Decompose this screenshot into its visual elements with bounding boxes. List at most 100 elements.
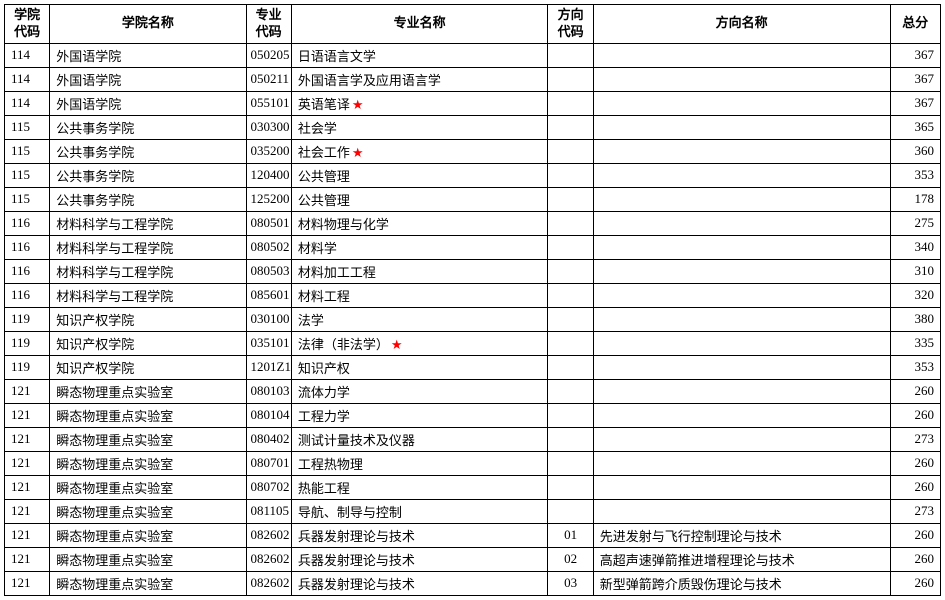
cell-major-code: 080501 (246, 211, 291, 235)
cell-dir-code: 03 (548, 571, 593, 595)
table-row: 121瞬态物理重点实验室080103流体力学260 (5, 379, 941, 403)
cell-major-name: 法学 (291, 307, 548, 331)
cell-dir-code (548, 67, 593, 91)
cell-college-code: 115 (5, 139, 50, 163)
cell-dir-code (548, 91, 593, 115)
cell-dir-code (548, 235, 593, 259)
cell-college-code: 121 (5, 523, 50, 547)
cell-score: 260 (890, 547, 940, 571)
cell-score: 380 (890, 307, 940, 331)
cell-college-code: 114 (5, 67, 50, 91)
table-row: 115公共事务学院035200社会工作★360 (5, 139, 941, 163)
cell-college-code: 116 (5, 283, 50, 307)
cell-major-code: 080402 (246, 427, 291, 451)
cell-score: 260 (890, 451, 940, 475)
cell-major-name: 社会学 (291, 115, 548, 139)
cell-major-code: 081105 (246, 499, 291, 523)
cell-dir-code (548, 451, 593, 475)
cell-score: 335 (890, 331, 940, 355)
cell-college-name: 公共事务学院 (50, 139, 246, 163)
cell-major-code: 050205 (246, 43, 291, 67)
table-row: 121瞬态物理重点实验室082602兵器发射理论与技术02高超声速弹箭推进增程理… (5, 547, 941, 571)
cell-college-name: 瞬态物理重点实验室 (50, 547, 246, 571)
cell-dir-name (593, 451, 890, 475)
cell-major-name: 工程热物理 (291, 451, 548, 475)
table-row: 121瞬态物理重点实验室080701工程热物理260 (5, 451, 941, 475)
cell-score: 365 (890, 115, 940, 139)
cell-college-name: 瞬态物理重点实验室 (50, 427, 246, 451)
cell-dir-name (593, 163, 890, 187)
cell-college-name: 材料科学与工程学院 (50, 283, 246, 307)
table-row: 119知识产权学院035101法律（非法学）★335 (5, 331, 941, 355)
cell-college-name: 材料科学与工程学院 (50, 211, 246, 235)
cell-dir-name (593, 355, 890, 379)
table-row: 121瞬态物理重点实验室080702热能工程260 (5, 475, 941, 499)
cell-score: 260 (890, 523, 940, 547)
cell-dir-name: 新型弹箭跨介质毁伤理论与技术 (593, 571, 890, 595)
cell-major-name: 导航、制导与控制 (291, 499, 548, 523)
table-row: 115公共事务学院125200公共管理178 (5, 187, 941, 211)
cell-college-code: 121 (5, 547, 50, 571)
cell-college-name: 外国语学院 (50, 43, 246, 67)
cell-major-name: 外国语言学及应用语言学 (291, 67, 548, 91)
cell-dir-name (593, 475, 890, 499)
table-row: 119知识产权学院030100法学380 (5, 307, 941, 331)
cell-major-code: 120400 (246, 163, 291, 187)
cell-college-code: 121 (5, 499, 50, 523)
cell-dir-code (548, 115, 593, 139)
cell-score: 273 (890, 499, 940, 523)
table-row: 116材料科学与工程学院085601材料工程320 (5, 283, 941, 307)
cell-dir-code (548, 211, 593, 235)
cell-major-code: 080103 (246, 379, 291, 403)
cell-college-code: 115 (5, 163, 50, 187)
cell-college-name: 公共事务学院 (50, 115, 246, 139)
cell-college-name: 知识产权学院 (50, 355, 246, 379)
cell-major-name: 热能工程 (291, 475, 548, 499)
cell-major-name: 材料物理与化学 (291, 211, 548, 235)
cell-college-name: 外国语学院 (50, 91, 246, 115)
cell-dir-name (593, 331, 890, 355)
cell-score: 320 (890, 283, 940, 307)
cell-dir-name (593, 115, 890, 139)
cell-major-code: 035101 (246, 331, 291, 355)
cell-score: 367 (890, 43, 940, 67)
cell-college-code: 116 (5, 211, 50, 235)
cell-dir-name (593, 187, 890, 211)
cell-score: 340 (890, 235, 940, 259)
cell-college-code: 121 (5, 475, 50, 499)
cell-dir-name (593, 235, 890, 259)
cell-score: 367 (890, 91, 940, 115)
header-college-name: 学院名称 (50, 5, 246, 44)
cell-dir-code (548, 355, 593, 379)
cell-major-code: 082602 (246, 571, 291, 595)
table-row: 114外国语学院050211外国语言学及应用语言学367 (5, 67, 941, 91)
table-row: 115公共事务学院030300社会学365 (5, 115, 941, 139)
cell-major-name: 公共管理 (291, 163, 548, 187)
cell-dir-code (548, 187, 593, 211)
cell-major-code: 082602 (246, 523, 291, 547)
cell-dir-name: 先进发射与飞行控制理论与技术 (593, 523, 890, 547)
table-row: 116材料科学与工程学院080501材料物理与化学275 (5, 211, 941, 235)
cell-major-name: 英语笔译★ (291, 91, 548, 115)
cell-college-name: 外国语学院 (50, 67, 246, 91)
cell-college-name: 材料科学与工程学院 (50, 259, 246, 283)
table-row: 121瞬态物理重点实验室082602兵器发射理论与技术03新型弹箭跨介质毁伤理论… (5, 571, 941, 595)
header-dir-code: 方向代码 (548, 5, 593, 44)
cell-major-code: 082602 (246, 547, 291, 571)
cell-college-code: 116 (5, 259, 50, 283)
star-icon: ★ (352, 97, 364, 112)
cell-major-name: 兵器发射理论与技术 (291, 571, 548, 595)
cell-college-name: 瞬态物理重点实验室 (50, 379, 246, 403)
cell-college-code: 116 (5, 235, 50, 259)
cell-major-name: 兵器发射理论与技术 (291, 547, 548, 571)
cell-dir-name: 高超声速弹箭推进增程理论与技术 (593, 547, 890, 571)
cell-major-code: 050211 (246, 67, 291, 91)
header-major-name: 专业名称 (291, 5, 548, 44)
cell-dir-code (548, 259, 593, 283)
header-dir-name: 方向名称 (593, 5, 890, 44)
cell-score: 260 (890, 379, 940, 403)
cell-dir-name (593, 91, 890, 115)
cell-dir-name (593, 499, 890, 523)
table-row: 114外国语学院055101英语笔译★367 (5, 91, 941, 115)
cell-major-name: 测试计量技术及仪器 (291, 427, 548, 451)
